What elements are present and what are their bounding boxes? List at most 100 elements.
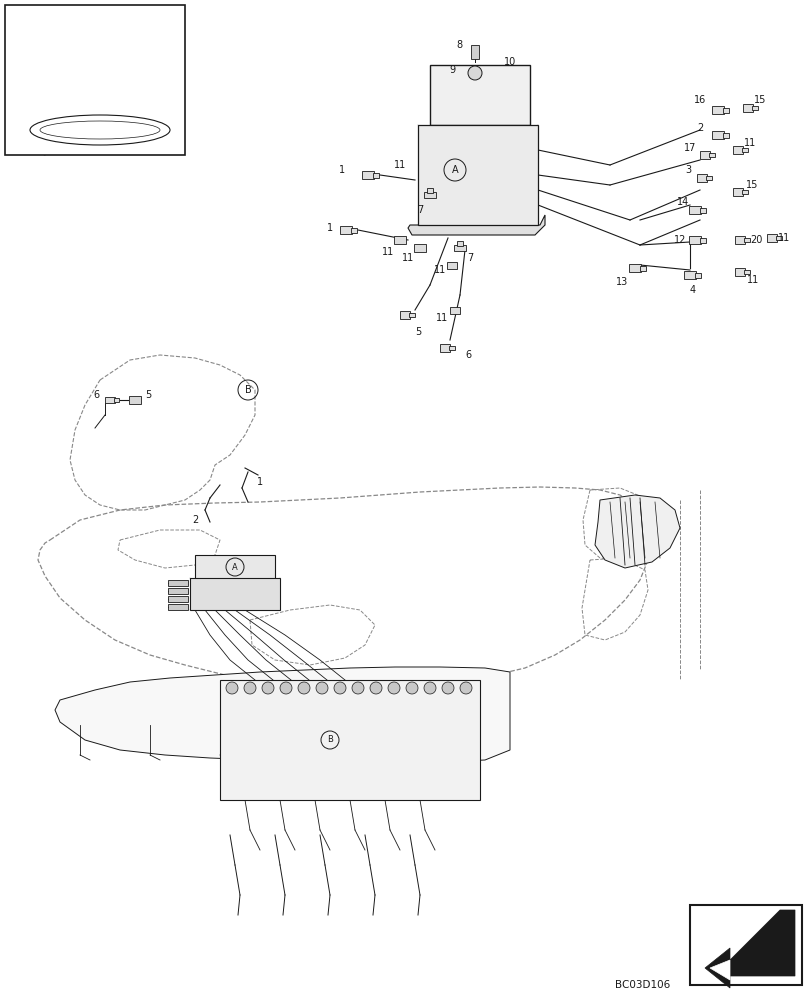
- Bar: [766, 234, 776, 242]
- Bar: [775, 236, 781, 240]
- Bar: [694, 272, 700, 277]
- Polygon shape: [594, 495, 679, 568]
- Bar: [689, 206, 700, 214]
- Text: 11: 11: [743, 138, 755, 148]
- Bar: [734, 268, 744, 276]
- Text: 10: 10: [504, 57, 516, 67]
- Text: 15: 15: [753, 95, 766, 105]
- Circle shape: [333, 682, 345, 694]
- Bar: [752, 106, 757, 110]
- Bar: [696, 174, 706, 182]
- Circle shape: [460, 682, 471, 694]
- Text: 5: 5: [144, 390, 151, 400]
- Polygon shape: [40, 70, 160, 115]
- Bar: [446, 261, 457, 268]
- Text: B: B: [327, 736, 333, 744]
- Bar: [340, 226, 351, 234]
- Text: 6: 6: [465, 350, 470, 360]
- Bar: [5, 5, 185, 155]
- Bar: [393, 236, 406, 244]
- Bar: [470, 45, 478, 59]
- Bar: [362, 171, 374, 179]
- Bar: [105, 397, 114, 403]
- Bar: [168, 603, 188, 609]
- Text: 17: 17: [683, 143, 695, 153]
- Text: 8: 8: [455, 40, 461, 50]
- Bar: [449, 306, 460, 314]
- Bar: [741, 190, 747, 194]
- Bar: [699, 151, 710, 159]
- Circle shape: [243, 682, 255, 694]
- Text: 20: 20: [749, 235, 762, 245]
- Text: 11: 11: [746, 275, 758, 285]
- Bar: [683, 271, 695, 279]
- Bar: [722, 132, 728, 137]
- Polygon shape: [55, 112, 85, 133]
- Text: 4: 4: [689, 285, 695, 295]
- Circle shape: [225, 682, 238, 694]
- Text: 1: 1: [327, 223, 333, 233]
- Bar: [168, 595, 188, 601]
- Bar: [744, 238, 749, 242]
- Text: 2: 2: [191, 515, 198, 525]
- Bar: [190, 578, 280, 610]
- Text: 11: 11: [393, 160, 406, 170]
- Bar: [372, 172, 379, 178]
- Bar: [689, 905, 801, 985]
- Text: 11: 11: [401, 253, 414, 263]
- Text: 9: 9: [448, 65, 454, 75]
- Circle shape: [298, 682, 310, 694]
- Circle shape: [441, 682, 453, 694]
- Bar: [744, 270, 749, 274]
- Text: 13: 13: [615, 277, 628, 287]
- Circle shape: [280, 682, 292, 694]
- Bar: [689, 236, 700, 244]
- Text: 2: 2: [696, 123, 702, 133]
- Text: 16: 16: [693, 95, 706, 105]
- Bar: [427, 188, 432, 193]
- Bar: [449, 346, 454, 350]
- Bar: [709, 153, 714, 157]
- Bar: [439, 344, 450, 352]
- Bar: [699, 237, 705, 242]
- Text: 3: 3: [684, 165, 690, 175]
- Text: 15: 15: [744, 180, 757, 190]
- Text: 11: 11: [433, 265, 445, 275]
- Bar: [457, 241, 462, 246]
- Bar: [706, 176, 711, 180]
- Bar: [409, 313, 414, 317]
- Circle shape: [370, 682, 381, 694]
- Bar: [742, 104, 753, 112]
- Bar: [722, 107, 728, 112]
- Polygon shape: [60, 25, 139, 70]
- Text: 12: 12: [673, 235, 685, 245]
- Text: A: A: [232, 562, 238, 572]
- Text: B: B: [244, 385, 251, 395]
- Bar: [711, 131, 723, 139]
- Text: 11: 11: [381, 247, 393, 257]
- Bar: [732, 146, 743, 154]
- Polygon shape: [55, 667, 509, 763]
- Circle shape: [315, 682, 328, 694]
- Bar: [129, 396, 141, 404]
- Text: 6: 6: [92, 390, 99, 400]
- Text: 11: 11: [777, 233, 789, 243]
- Bar: [168, 580, 188, 585]
- Ellipse shape: [30, 115, 169, 145]
- Bar: [399, 311, 410, 319]
- Circle shape: [388, 682, 400, 694]
- Bar: [732, 188, 743, 196]
- Circle shape: [423, 682, 436, 694]
- Bar: [699, 208, 705, 213]
- Circle shape: [467, 66, 482, 80]
- Text: 7: 7: [466, 253, 473, 263]
- Bar: [414, 244, 426, 252]
- Polygon shape: [72, 30, 128, 55]
- Text: BC03D106: BC03D106: [614, 980, 669, 990]
- Text: 1: 1: [338, 165, 345, 175]
- Circle shape: [351, 682, 363, 694]
- Bar: [423, 192, 436, 198]
- Bar: [430, 65, 530, 125]
- Polygon shape: [407, 215, 544, 235]
- Text: 7: 7: [416, 205, 423, 215]
